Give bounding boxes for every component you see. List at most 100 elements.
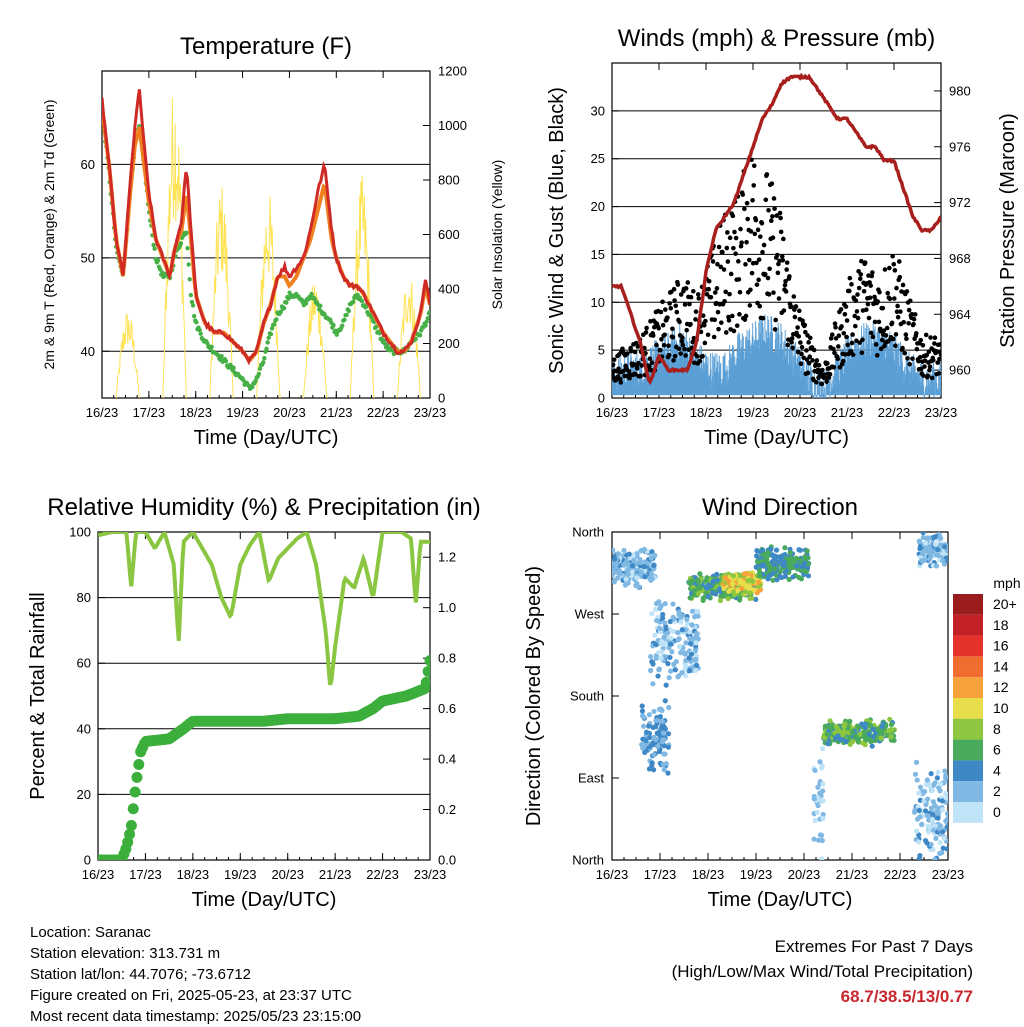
gust-point bbox=[860, 337, 865, 343]
y2-tick-label: 1.0 bbox=[438, 600, 456, 615]
x-tick-label: 17/23 bbox=[133, 405, 166, 420]
direction-point bbox=[660, 615, 666, 621]
y2-tick-label: 400 bbox=[438, 282, 460, 297]
gust-point bbox=[917, 354, 923, 360]
direction-point bbox=[940, 558, 946, 564]
direction-point bbox=[657, 605, 663, 612]
gust-point bbox=[723, 330, 729, 335]
gust-point bbox=[779, 254, 785, 259]
gust-point bbox=[910, 356, 915, 361]
gust-point bbox=[734, 323, 740, 328]
gust-point bbox=[918, 366, 924, 372]
legend-label: 12 bbox=[993, 679, 1009, 695]
direction-point bbox=[937, 788, 943, 794]
direction-point bbox=[820, 788, 826, 794]
direction-point bbox=[924, 812, 930, 819]
dewpoint-point bbox=[265, 340, 270, 345]
legend-swatch bbox=[953, 635, 983, 657]
y2-tick-label: 0 bbox=[438, 391, 445, 406]
direction-point bbox=[709, 590, 715, 596]
y-tick-label: West bbox=[575, 607, 605, 622]
gust-point bbox=[789, 339, 794, 345]
direction-point bbox=[626, 551, 632, 557]
direction-point bbox=[663, 682, 669, 688]
legend-swatch bbox=[953, 802, 983, 823]
gust-point bbox=[742, 206, 747, 212]
y-tick-label: 15 bbox=[591, 247, 605, 262]
y2-tick-label: 800 bbox=[438, 173, 460, 188]
gust-point bbox=[805, 370, 811, 376]
chart-panel-temperature: 16/23 17/23 18/23 19/23 20/23 21/23 22/23 23/23… bbox=[41, 33, 505, 449]
direction-point bbox=[647, 734, 653, 741]
x-tick-label: 16/23 bbox=[596, 867, 629, 882]
dewpoint-point bbox=[359, 298, 365, 304]
gust-point bbox=[927, 364, 933, 370]
direction-point bbox=[812, 818, 818, 824]
direction-point bbox=[925, 796, 931, 802]
gust-point bbox=[628, 348, 634, 354]
direction-point bbox=[629, 563, 636, 569]
direction-point bbox=[935, 552, 941, 558]
gust-point bbox=[831, 346, 836, 352]
direction-point bbox=[720, 593, 727, 599]
x-tick-label: 23/23 bbox=[414, 867, 447, 882]
gust-point bbox=[647, 356, 653, 362]
gust-point bbox=[844, 318, 850, 323]
gust-point bbox=[769, 181, 775, 186]
direction-point bbox=[642, 749, 648, 755]
gust-point bbox=[756, 257, 762, 262]
gust-point bbox=[778, 215, 783, 221]
direction-point bbox=[687, 641, 694, 647]
gust-point bbox=[780, 257, 786, 263]
gust-point bbox=[708, 294, 714, 300]
direction-point bbox=[689, 578, 695, 584]
gust-point bbox=[682, 346, 687, 352]
direction-point bbox=[926, 783, 933, 789]
x-tick-label: 16/23 bbox=[86, 405, 119, 420]
gust-point bbox=[679, 338, 685, 344]
direction-point bbox=[648, 667, 654, 674]
direction-point bbox=[933, 563, 940, 569]
y2-tick-label: 1200 bbox=[438, 64, 467, 79]
pressure-line bbox=[612, 72, 941, 386]
y2-tick-label: 600 bbox=[438, 227, 460, 242]
x-tick-label: 22/23 bbox=[367, 405, 400, 420]
direction-point bbox=[667, 618, 673, 625]
direction-point bbox=[621, 561, 627, 568]
direction-point bbox=[656, 649, 662, 656]
gust-point bbox=[666, 343, 671, 349]
gust-point bbox=[774, 213, 780, 218]
gust-point bbox=[885, 290, 891, 296]
direction-point bbox=[944, 824, 948, 830]
gust-point bbox=[762, 271, 768, 277]
direction-point bbox=[688, 651, 695, 657]
direction-point bbox=[686, 655, 692, 661]
gust-point bbox=[804, 357, 810, 362]
direction-point bbox=[639, 703, 645, 709]
gust-point bbox=[868, 283, 873, 288]
gust-point bbox=[618, 380, 624, 385]
y-tick-label: 10 bbox=[591, 295, 605, 310]
gust-point bbox=[900, 345, 905, 351]
chart-title: Temperature (F) bbox=[180, 33, 352, 60]
gust-point bbox=[625, 351, 630, 356]
gust-point bbox=[786, 337, 791, 342]
direction-point bbox=[805, 573, 812, 579]
direction-point bbox=[794, 563, 800, 569]
direction-point bbox=[705, 593, 711, 600]
direction-point bbox=[840, 732, 846, 738]
gust-point bbox=[706, 286, 711, 292]
gust-point bbox=[755, 300, 760, 306]
x-tick-label: 22/23 bbox=[878, 405, 911, 420]
chart-panel-wind-direction: 16/23 17/23 18/23 19/23 20/23 21/23 22/23 23/23… bbox=[523, 494, 1021, 911]
extremes-title: Extremes For Past 7 Days bbox=[774, 937, 973, 956]
gust-point bbox=[748, 229, 754, 234]
gust-point bbox=[841, 330, 847, 336]
gust-point bbox=[668, 305, 674, 311]
gust-point bbox=[781, 308, 787, 313]
direction-point bbox=[725, 578, 731, 584]
direction-point bbox=[852, 733, 859, 739]
gust-point bbox=[783, 278, 788, 284]
x-tick-label: 19/23 bbox=[224, 867, 257, 882]
direction-point bbox=[670, 614, 676, 620]
